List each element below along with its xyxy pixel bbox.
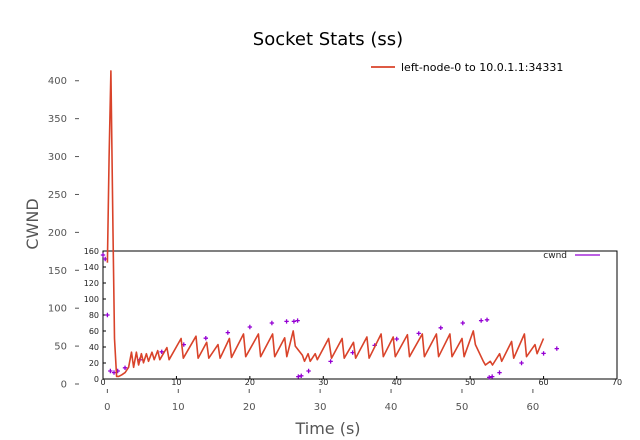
inset-y-tick-label: 100: [84, 295, 99, 304]
x-tick-label: 10: [172, 402, 185, 413]
inset-point: [100, 252, 106, 258]
inset-legend: cwnd: [543, 251, 600, 261]
series-line: [106, 70, 545, 378]
inset-point: [269, 320, 275, 326]
inset-point: [159, 349, 164, 354]
inset-y-tick-label: 20: [89, 359, 99, 368]
inset-x-tick-label: 0: [100, 378, 105, 387]
y-tick-label: 400: [48, 76, 67, 87]
inset-point: [541, 351, 546, 356]
inset-point: [416, 331, 421, 336]
x-axis-label: Time (s): [294, 419, 360, 438]
x-tick-label: 0: [104, 402, 110, 413]
inset-point: [519, 360, 524, 366]
inset-point: [306, 368, 311, 374]
inset-x-tick-label: 70: [612, 378, 622, 387]
inset-point: [497, 370, 502, 375]
series-layer: [106, 70, 545, 378]
y-tick-label: 200: [48, 228, 67, 239]
inset-point: [203, 336, 208, 341]
inset-point: [438, 325, 443, 330]
inset-point: [105, 312, 110, 318]
inset-point: [394, 336, 399, 342]
inset-point: [484, 317, 490, 322]
inset-point: [487, 375, 492, 380]
inset-x-axis-ticks: 0 10 20 30 40 50 60 70: [100, 376, 622, 387]
inset-point: [291, 319, 297, 324]
inset-y-axis-ticks: 0 20 40 60 80 100 120 140 160: [84, 247, 106, 384]
y-axis-label: CWND: [23, 198, 42, 249]
x-tick-label: 50: [456, 402, 469, 413]
x-tick-label: 60: [527, 402, 540, 413]
inset-x-tick-label: 40: [392, 378, 402, 387]
inset-point: [299, 373, 304, 378]
legend-label: left-node-0 to 10.0.1.1:34331: [401, 61, 563, 74]
inset-x-tick-label: 50: [465, 378, 475, 387]
inset-plot: 0 10 20 30 40 50 60 70 0 20 40 60 80 100 120 140 160 cw…: [84, 247, 622, 387]
inset-x-tick-label: 20: [245, 378, 255, 387]
inset-point: [108, 368, 113, 374]
inset-y-tick-label: 160: [84, 247, 99, 256]
inset-series-cwnd: [100, 252, 559, 380]
inset-point: [296, 374, 301, 379]
inset-x-tick-label: 10: [171, 378, 181, 387]
x-tick-label: 40: [385, 402, 398, 413]
x-tick-label: 20: [243, 402, 256, 413]
inset-y-tick-label: 40: [89, 343, 99, 352]
inset-y-tick-label: 80: [89, 311, 99, 320]
inset-y-tick-label: 0: [94, 375, 99, 384]
inset-point: [247, 324, 253, 330]
inset-point: [284, 319, 289, 324]
inset-point: [328, 359, 333, 364]
y-tick-label: 300: [48, 152, 67, 163]
inset-y-tick-label: 120: [84, 279, 99, 288]
y-tick-label: 250: [48, 190, 67, 201]
inset-point: [460, 320, 465, 326]
y-tick-label: 350: [48, 114, 67, 125]
inset-point: [122, 365, 128, 370]
y-tick-label: 0: [61, 380, 67, 391]
x-tick-label: 30: [314, 402, 327, 413]
inset-x-tick-label: 60: [538, 378, 548, 387]
y-tick-label: 50: [54, 342, 67, 353]
inset-point: [478, 318, 484, 323]
x-axis-ticks: 0 10 20 30 40 50 60: [104, 389, 539, 413]
y-axis-ticks: 0 50 100 150 200 250 300 350 400: [48, 76, 79, 391]
inset-point: [295, 318, 300, 323]
chart-title: Socket Stats (ss): [253, 29, 403, 50]
inset-point: [489, 374, 495, 379]
legend: left-node-0 to 10.0.1.1:34331: [371, 61, 563, 74]
y-tick-label: 100: [48, 304, 67, 315]
inset-y-tick-label: 60: [89, 327, 99, 336]
inset-y-tick-label: 140: [84, 263, 99, 272]
inset-point: [554, 346, 559, 351]
inset-point: [225, 330, 231, 335]
y-tick-label: 150: [48, 266, 67, 277]
inset-frame: [102, 250, 618, 380]
inset-legend-label: cwnd: [543, 251, 567, 261]
inset-x-tick-label: 30: [318, 378, 328, 387]
inset-point: [111, 370, 117, 375]
